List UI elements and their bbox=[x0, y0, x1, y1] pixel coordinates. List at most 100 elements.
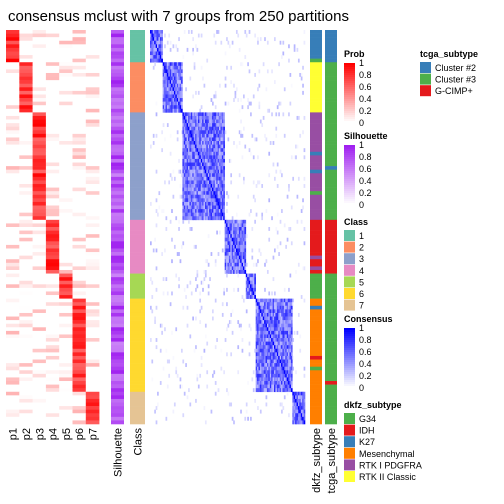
consensus-cell bbox=[255, 348, 258, 353]
consensus-cell bbox=[279, 327, 282, 332]
consensus-cell bbox=[266, 269, 269, 274]
consensus-cell bbox=[240, 252, 242, 256]
consensus-cell bbox=[300, 416, 303, 421]
prob-cell bbox=[85, 151, 100, 156]
consensus-cell bbox=[244, 234, 247, 239]
consensus-cell bbox=[161, 252, 163, 256]
consensus-cell bbox=[234, 227, 237, 231]
consensus-cell bbox=[254, 277, 256, 282]
consensus-cell bbox=[275, 169, 278, 174]
prob-cell bbox=[45, 30, 60, 34]
dkfz-cell bbox=[310, 55, 322, 59]
prob-cell bbox=[6, 194, 20, 199]
prob-cell bbox=[32, 291, 47, 296]
prob-cell bbox=[85, 83, 100, 88]
silhouette-cell bbox=[111, 359, 124, 364]
tcga-cell bbox=[325, 148, 337, 153]
prob-cell bbox=[32, 323, 47, 328]
consensus-cell bbox=[245, 287, 248, 292]
class-cell bbox=[130, 158, 145, 163]
consensus-cell bbox=[204, 269, 207, 274]
consensus-cell bbox=[197, 137, 200, 142]
consensus-cell bbox=[214, 262, 217, 267]
prob-cell bbox=[72, 284, 87, 289]
consensus-cell bbox=[230, 255, 233, 260]
consensus-cell bbox=[223, 144, 225, 149]
silhouette-cell bbox=[111, 62, 124, 67]
consensus-cell bbox=[265, 352, 268, 357]
consensus-cell bbox=[197, 133, 200, 138]
consensus-cell bbox=[183, 158, 186, 163]
prob-cell bbox=[72, 406, 87, 410]
consensus-cell bbox=[288, 363, 290, 367]
prob-cell bbox=[6, 223, 20, 228]
consensus-cell bbox=[279, 381, 282, 385]
consensus-cell bbox=[207, 201, 210, 206]
consensus-cell bbox=[176, 83, 179, 88]
consensus-cell bbox=[200, 162, 203, 167]
consensus-cell bbox=[197, 169, 200, 174]
consensus-cell bbox=[290, 334, 293, 339]
consensus-cell bbox=[206, 169, 209, 174]
consensus-cell bbox=[276, 373, 279, 378]
consensus-cell bbox=[241, 262, 244, 267]
consensus-cell bbox=[185, 123, 187, 128]
consensus-cell bbox=[279, 388, 282, 393]
dkfz-subtype-bar bbox=[310, 30, 322, 425]
tcga-cell bbox=[325, 323, 337, 328]
prob-cell bbox=[85, 373, 100, 378]
silhouette-cell bbox=[111, 316, 124, 321]
consensus-cell bbox=[150, 33, 152, 38]
consensus-cell bbox=[290, 330, 293, 335]
tcga-cell bbox=[325, 366, 337, 371]
consensus-cell bbox=[200, 144, 203, 149]
consensus-cell bbox=[151, 377, 154, 382]
consensus-cell bbox=[197, 216, 200, 221]
prob-cell bbox=[72, 359, 87, 364]
consensus-cell bbox=[302, 198, 304, 203]
consensus-cell bbox=[192, 51, 194, 56]
consensus-cell bbox=[216, 126, 218, 131]
consensus-cell bbox=[266, 373, 269, 378]
consensus-cell bbox=[288, 384, 290, 389]
consensus-cell bbox=[231, 237, 234, 242]
consensus-cell bbox=[204, 119, 207, 124]
prob-cell bbox=[32, 377, 47, 382]
consensus-cell bbox=[202, 76, 204, 81]
consensus-cell bbox=[266, 316, 269, 321]
consensus-cell bbox=[255, 137, 258, 142]
consensus-cell bbox=[276, 244, 279, 249]
consensus-cell bbox=[228, 252, 231, 256]
prob-cell bbox=[32, 381, 47, 385]
consensus-cell bbox=[235, 259, 238, 264]
prob-cell bbox=[6, 316, 20, 321]
consensus-cell bbox=[182, 169, 185, 174]
consensus-cell bbox=[289, 352, 292, 357]
class-cell bbox=[130, 348, 145, 353]
prob-cell bbox=[6, 305, 20, 310]
column-label: p5 bbox=[61, 428, 73, 440]
consensus-cell bbox=[175, 80, 178, 85]
prob-cell bbox=[59, 155, 73, 160]
consensus-cell bbox=[190, 162, 193, 167]
prob-cell bbox=[32, 201, 47, 206]
prob-cell bbox=[45, 76, 60, 81]
consensus-cell bbox=[290, 370, 293, 375]
consensus-cell bbox=[258, 384, 261, 389]
consensus-cell bbox=[182, 212, 185, 217]
class-cell bbox=[130, 30, 145, 34]
prob-cell bbox=[85, 223, 100, 228]
prob-cell bbox=[59, 262, 73, 267]
legend-title: tcga_subtype bbox=[420, 49, 478, 59]
consensus-cell bbox=[293, 47, 296, 52]
tcga-cell bbox=[325, 76, 337, 81]
consensus-cell bbox=[292, 391, 295, 396]
consensus-cell bbox=[241, 237, 244, 242]
consensus-cell bbox=[221, 173, 224, 178]
prob-cell bbox=[6, 133, 20, 138]
consensus-cell bbox=[168, 98, 171, 102]
consensus-cell bbox=[189, 334, 192, 339]
consensus-cell bbox=[195, 90, 197, 95]
consensus-cell bbox=[203, 180, 206, 185]
consensus-cell bbox=[196, 191, 199, 196]
